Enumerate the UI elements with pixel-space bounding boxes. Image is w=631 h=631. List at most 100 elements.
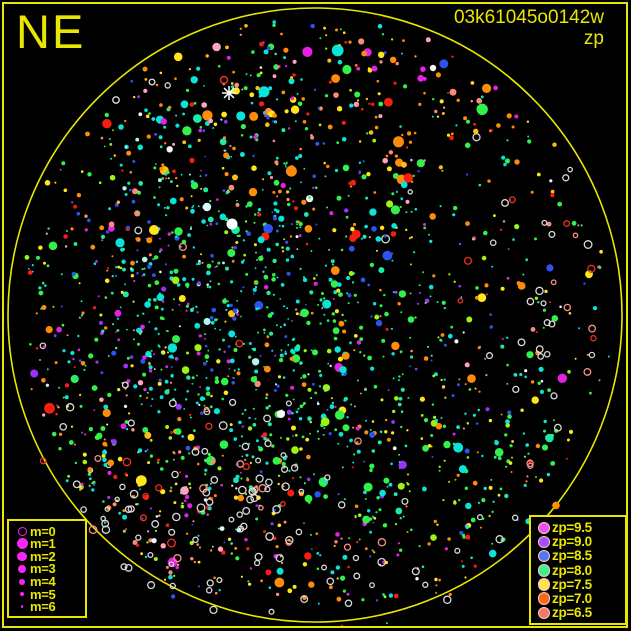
star-point: [158, 186, 161, 189]
star-point: [431, 403, 435, 406]
star-point: [424, 302, 427, 304]
star-point: [327, 362, 330, 365]
star-point: [388, 482, 393, 487]
star-point: [292, 584, 297, 589]
star-point: [204, 468, 208, 472]
star-point: [383, 595, 387, 599]
star-point: [337, 59, 343, 65]
star-point: [184, 513, 189, 518]
star-point: [113, 474, 118, 480]
star-point: [307, 387, 312, 392]
star-point: [265, 461, 269, 465]
star-point: [307, 416, 312, 421]
star-point: [197, 560, 201, 564]
star-point: [186, 351, 189, 355]
star-point: [271, 444, 275, 448]
star-point: [164, 177, 168, 180]
star-point: [249, 567, 253, 570]
star-point: [331, 44, 344, 57]
star-point: [437, 336, 440, 339]
star-point: [187, 144, 192, 149]
star-point: [309, 420, 313, 424]
star-point: [566, 438, 570, 442]
star-point: [107, 459, 115, 467]
star-point: [341, 137, 347, 142]
star-point: [88, 525, 98, 535]
star-point: [298, 221, 303, 227]
star-point: [225, 266, 229, 271]
star-point: [530, 327, 536, 332]
star-point: [182, 126, 192, 136]
star-point: [450, 132, 454, 136]
star-point: [306, 320, 311, 326]
star-point: [157, 461, 160, 464]
star-point: [423, 226, 427, 230]
star-point: [304, 127, 309, 131]
star-point: [87, 472, 92, 476]
star-point: [108, 221, 115, 228]
star-point: [254, 417, 257, 420]
star-point: [291, 354, 301, 363]
star-point: [230, 552, 233, 555]
legend-symbol: [14, 605, 30, 609]
star-point: [351, 466, 354, 469]
star-point: [525, 443, 529, 447]
star-point: [393, 136, 404, 148]
star-point: [353, 349, 356, 352]
star-point: [299, 147, 303, 151]
star-point: [117, 338, 121, 342]
star-point: [331, 74, 340, 83]
star-point: [432, 374, 436, 378]
star-point: [405, 199, 410, 204]
star-point: [466, 422, 470, 425]
star-point: [598, 266, 602, 269]
star-point: [257, 208, 262, 212]
star-point: [422, 444, 429, 452]
star-point: [503, 162, 507, 167]
star-point: [240, 575, 243, 578]
star-point: [386, 200, 394, 208]
star-point: [371, 102, 375, 107]
star-point: [180, 100, 189, 109]
star-point: [132, 160, 136, 163]
star-point: [224, 320, 227, 323]
star-point: [189, 416, 192, 419]
star-point: [363, 490, 367, 495]
star-point: [295, 156, 299, 160]
star-point: [552, 501, 560, 510]
star-point: [147, 283, 152, 288]
star-point: [233, 377, 235, 379]
star-point: [342, 329, 347, 334]
legend-row: m=2: [14, 550, 80, 563]
star-point: [258, 101, 265, 107]
star-point: [494, 439, 498, 443]
star-point: [557, 373, 567, 383]
star-point: [363, 354, 366, 357]
star-point: [332, 297, 335, 300]
star-point: [120, 563, 128, 571]
star-point: [231, 484, 234, 487]
star-point: [375, 236, 382, 242]
magnitude-dot-icon: [16, 538, 28, 550]
star-point: [374, 125, 379, 130]
star-point: [348, 245, 355, 252]
star-point: [422, 581, 429, 588]
star-point: [273, 201, 278, 206]
star-point: [328, 277, 333, 282]
star-point: [61, 323, 65, 327]
star-point: [167, 343, 178, 353]
star-point: [191, 523, 194, 526]
star-point: [393, 492, 398, 497]
star-point: [428, 284, 434, 290]
star-point: [158, 292, 161, 295]
star-point: [118, 124, 124, 130]
star-point: [298, 234, 302, 238]
star-point: [190, 181, 199, 190]
star-point: [345, 235, 348, 238]
star-point: [230, 280, 234, 284]
star-point: [398, 290, 407, 298]
star-point: [341, 624, 343, 627]
star-point: [440, 333, 445, 337]
star-point: [154, 327, 158, 331]
star-point: [536, 172, 541, 177]
